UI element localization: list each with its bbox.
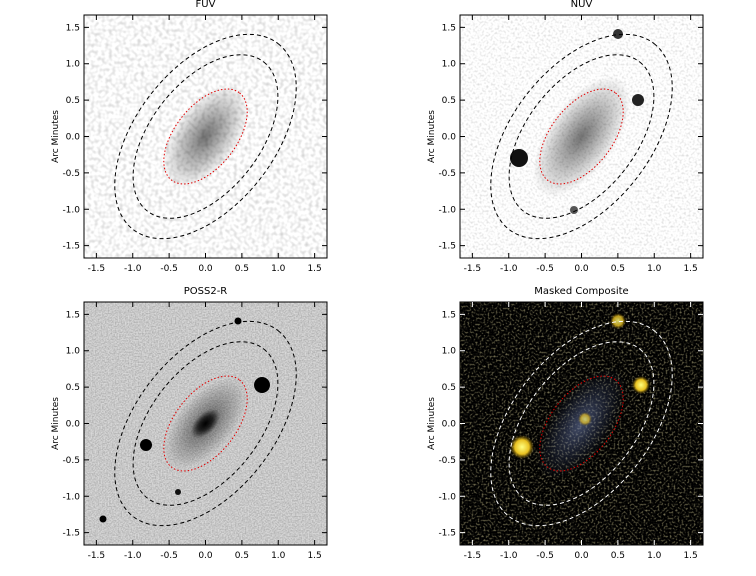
x-tick-label: -1.5 bbox=[88, 551, 106, 561]
aperture bbox=[114, 320, 297, 527]
y-tick-label: 1.5 bbox=[66, 310, 80, 320]
y-tick-label: 0.0 bbox=[66, 420, 81, 430]
y-tick-label: -0.5 bbox=[62, 169, 80, 179]
x-tick-label: -1.0 bbox=[124, 264, 142, 274]
panel-title: NUV bbox=[571, 0, 593, 10]
y-tick-label: 0.5 bbox=[442, 96, 456, 106]
x-tick-label: 0.5 bbox=[235, 264, 249, 274]
x-tick-label: 0.0 bbox=[198, 264, 213, 274]
x-tick-label: 1.0 bbox=[647, 264, 662, 274]
y-axis-label: Arc Minutes bbox=[51, 110, 61, 163]
y-tick-label: 1.5 bbox=[66, 23, 80, 33]
y-axis-label: Arc Minutes bbox=[427, 397, 437, 450]
x-tick-label: -0.5 bbox=[160, 551, 178, 561]
panel-title: FUV bbox=[196, 0, 216, 10]
aperture bbox=[163, 88, 248, 185]
x-tick-label: 1.5 bbox=[683, 264, 697, 274]
y-tick-label: 0.0 bbox=[442, 133, 457, 143]
composite-image bbox=[460, 302, 703, 545]
x-tick-label: 0.5 bbox=[611, 264, 625, 274]
y-tick-label: -1.0 bbox=[62, 205, 80, 215]
y-tick-label: 1.0 bbox=[66, 347, 81, 357]
aperture bbox=[490, 320, 673, 527]
x-tick-label: 0.5 bbox=[235, 551, 249, 561]
y-axis-label: Arc Minutes bbox=[51, 397, 61, 450]
y-tick-label: 0.5 bbox=[66, 383, 80, 393]
nuv-image bbox=[460, 15, 703, 258]
y-tick-label: 1.0 bbox=[442, 347, 457, 357]
fuv-image bbox=[84, 15, 327, 258]
y-tick-label: -0.5 bbox=[438, 456, 456, 466]
y-tick-label: 0.0 bbox=[442, 420, 457, 430]
y-tick-label: -1.5 bbox=[62, 242, 80, 252]
x-tick-label: -1.0 bbox=[500, 551, 518, 561]
y-tick-label: 1.0 bbox=[66, 60, 81, 70]
aperture bbox=[132, 54, 279, 219]
x-tick-label: 0.5 bbox=[611, 551, 625, 561]
aperture bbox=[508, 341, 655, 506]
x-tick-label: -1.0 bbox=[500, 264, 518, 274]
aperture bbox=[132, 341, 279, 506]
y-tick-label: -1.0 bbox=[438, 492, 456, 502]
y-tick-label: 0.5 bbox=[442, 383, 456, 393]
y-tick-label: -1.5 bbox=[438, 529, 456, 539]
y-tick-label: 0.5 bbox=[66, 96, 80, 106]
x-tick-label: -0.5 bbox=[536, 264, 554, 274]
y-tick-label: -0.5 bbox=[438, 169, 456, 179]
x-tick-label: -0.5 bbox=[536, 551, 554, 561]
y-tick-label: -1.5 bbox=[62, 529, 80, 539]
aperture bbox=[539, 88, 624, 185]
y-tick-label: 1.0 bbox=[442, 60, 457, 70]
y-tick-label: -1.5 bbox=[438, 242, 456, 252]
aperture bbox=[163, 375, 248, 472]
x-tick-label: -1.5 bbox=[464, 551, 482, 561]
x-tick-label: 1.5 bbox=[307, 551, 321, 561]
y-tick-label: -0.5 bbox=[62, 456, 80, 466]
x-tick-label: 1.5 bbox=[307, 264, 321, 274]
aperture bbox=[114, 33, 297, 240]
x-tick-label: -0.5 bbox=[160, 264, 178, 274]
x-tick-label: 1.0 bbox=[271, 264, 286, 274]
y-tick-label: 1.5 bbox=[442, 23, 456, 33]
y-axis-label: Arc Minutes bbox=[427, 110, 437, 163]
x-tick-label: 1.0 bbox=[271, 551, 286, 561]
poss2-image bbox=[84, 302, 327, 545]
x-tick-label: -1.5 bbox=[88, 264, 106, 274]
x-tick-label: 0.0 bbox=[198, 551, 213, 561]
panel-title: Masked Composite bbox=[534, 286, 628, 297]
x-tick-label: 1.5 bbox=[683, 551, 697, 561]
panel-title: POSS2-R bbox=[184, 286, 228, 297]
y-tick-label: -1.0 bbox=[438, 205, 456, 215]
x-tick-label: 0.0 bbox=[574, 264, 589, 274]
x-tick-label: 1.0 bbox=[647, 551, 662, 561]
x-tick-label: 0.0 bbox=[574, 551, 589, 561]
y-tick-label: 1.5 bbox=[442, 310, 456, 320]
aperture bbox=[490, 33, 673, 240]
aperture bbox=[539, 375, 624, 472]
aperture bbox=[508, 54, 655, 219]
y-tick-label: -1.0 bbox=[62, 492, 80, 502]
x-tick-label: -1.5 bbox=[464, 264, 482, 274]
x-tick-label: -1.0 bbox=[124, 551, 142, 561]
y-tick-label: 0.0 bbox=[66, 133, 81, 143]
